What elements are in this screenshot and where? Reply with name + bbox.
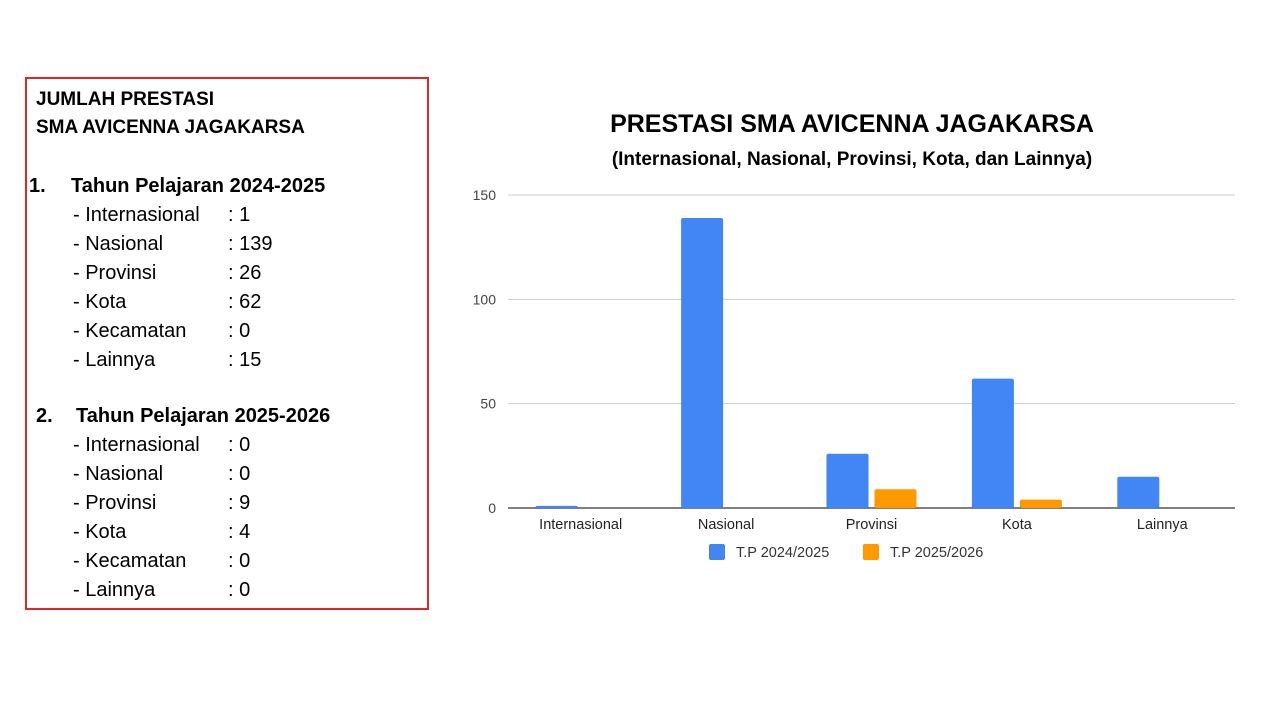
bar-internasional-series-1 [535,505,578,508]
row-label: - Kecamatan [73,320,187,342]
y-tick-label: 50 [480,396,496,412]
row-label: - Nasional [73,233,164,255]
x-tick-label: Nasional [698,517,754,533]
row-value: : 0 [228,579,251,601]
bar-lainnya-series-1 [1117,476,1160,508]
bar-chart: PRESTASI SMA AVICENNA JAGAKARSA (Interna… [473,110,1235,561]
row-value: : 4 [228,521,251,543]
y-tick-label: 100 [473,291,497,307]
year-2-number: 2. [36,405,53,427]
year-2-row: - Lainnya : 0 [73,579,250,602]
row-label: - Internasional [73,204,200,226]
year-2-row: - Kota : 4 [73,521,250,544]
row-value: : 26 [228,262,262,284]
summary-panel: JUMLAH PRESTASI SMA AVICENNA JAGAKARSA 1… [25,77,429,610]
x-tick-label: Internasional [539,517,622,533]
legend-label: T.P 2024/2025 [736,545,829,561]
row-value: : 0 [228,550,251,572]
bar-kota-series-1 [971,378,1014,508]
row-label: - Provinsi [73,262,157,284]
bar-nasional-series-1 [681,217,724,508]
row-value: : 62 [228,291,262,313]
year-2-row: - Kecamatan : 0 [73,550,250,573]
x-tick-label: Provinsi [846,517,898,533]
year-1-row: - Kecamatan : 0 [73,320,250,343]
row-label: - Internasional [73,434,200,456]
row-label: - Lainnya [73,349,156,371]
legend-label: T.P 2025/2026 [890,545,983,561]
row-value: : 0 [228,434,251,456]
year-1-row: - Internasional : 1 [73,204,250,227]
bar-provinsi-series-2 [874,489,917,508]
chart-title: PRESTASI SMA AVICENNA JAGAKARSA [610,110,1094,138]
y-tick-label: 0 [488,500,496,516]
year-1-label: Tahun Pelajaran 2024-2025 [71,175,326,197]
row-value: : 139 [228,233,273,255]
year-1-row: - Provinsi : 26 [73,262,261,285]
row-label: - Kecamatan [73,550,187,572]
panel-heading-line2: SMA AVICENNA JAGAKARSA [36,117,305,138]
legend-swatch [863,544,879,560]
row-value: : 1 [228,204,251,226]
row-label: - Lainnya [73,579,156,601]
panel-heading-line1: JUMLAH PRESTASI [36,89,215,110]
chart-container: PRESTASI SMA AVICENNA JAGAKARSA (Interna… [440,90,1260,590]
year-1-title: 1. Tahun Pelajaran 2024-2025 [29,175,325,198]
year-2-row: - Provinsi : 9 [73,492,250,515]
row-value: : 15 [228,349,262,371]
row-value: : 0 [228,320,251,342]
x-tick-label: Lainnya [1137,517,1189,533]
row-label: - Nasional [73,463,164,485]
year-1-row: - Lainnya : 15 [73,349,261,372]
legend-swatch [709,544,725,560]
year-1-row: - Kota : 62 [73,291,261,314]
year-2-label: Tahun Pelajaran 2025-2026 [76,405,331,427]
row-value: : 9 [228,492,251,514]
chart-subtitle: (Internasional, Nasional, Provinsi, Kota… [612,149,1092,170]
row-label: - Kota [73,521,127,543]
bar-kota-series-2 [1019,499,1062,508]
row-label: - Kota [73,291,127,313]
row-value: : 0 [228,463,251,485]
bar-provinsi-series-1 [826,453,869,508]
year-1-row: - Nasional : 139 [73,233,272,256]
year-2-row: - Internasional : 0 [73,434,250,457]
x-tick-label: Kota [1002,517,1033,533]
row-label: - Provinsi [73,492,157,514]
year-1-number: 1. [29,175,46,197]
year-2-title: 2. Tahun Pelajaran 2025-2026 [36,405,330,428]
year-2-row: - Nasional : 0 [73,463,250,486]
y-tick-label: 150 [473,187,497,203]
